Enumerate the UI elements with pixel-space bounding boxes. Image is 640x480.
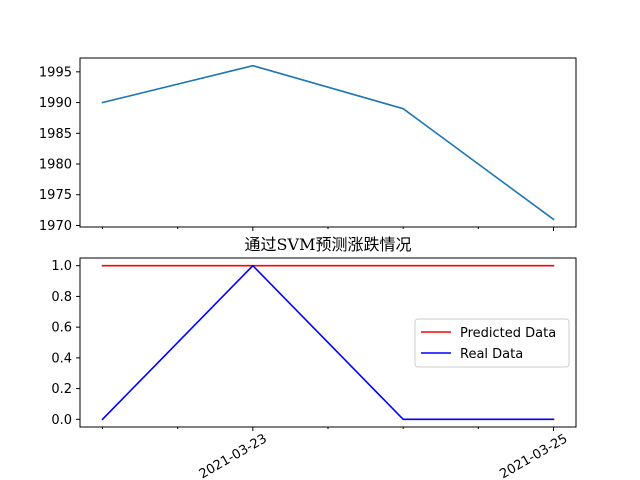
price-y-tick-label-3: 1985 (39, 127, 72, 142)
legend-label-real: Real Data (460, 347, 523, 362)
prediction-y-tick-label-3: 0.6 (51, 321, 72, 336)
prediction-y-tick-label-0: 0.0 (51, 413, 72, 428)
prediction-chart-title: 通过SVM预测涨跌情况 (245, 235, 412, 254)
price-series-line-0 (101, 64, 555, 221)
price-y-tick-label-1: 1975 (39, 188, 72, 203)
price-chart-x-axis (102, 227, 554, 231)
price-y-tick-label-5: 1995 (39, 65, 72, 80)
prediction-y-tick-label-5: 1.0 (51, 259, 72, 274)
prediction-y-tick-label-2: 0.4 (51, 351, 72, 366)
prediction-chart-marks (101, 264, 555, 421)
price-y-tick-label-0: 1970 (39, 219, 72, 234)
price-chart: 1970 1975 1980 1985 1990 1995 (39, 57, 577, 234)
price-y-tick-label-4: 1990 (39, 96, 72, 111)
prediction-chart: 通过SVM预测涨跌情况 0.00.20.40.60.81.0 2021-03-2… (51, 235, 577, 480)
prediction-chart-legend: Predicted Data Real Data (414, 318, 570, 368)
prediction-y-tick-label-4: 0.8 (51, 290, 72, 305)
prediction-series-line-1 (101, 264, 555, 421)
price-chart-y-axis: 1970 1975 1980 1985 1990 1995 (39, 65, 80, 234)
prediction-chart-y-axis: 0.0 0.2 0.4 0.6 0.8 1.0 (51, 259, 80, 428)
price-chart-marks (101, 64, 555, 221)
legend-box (414, 318, 570, 368)
price-y-tick-label-2: 1980 (39, 158, 72, 173)
prediction-y-tick-label-1: 0.2 (51, 382, 72, 397)
legend-label-predicted: Predicted Data (460, 326, 556, 341)
